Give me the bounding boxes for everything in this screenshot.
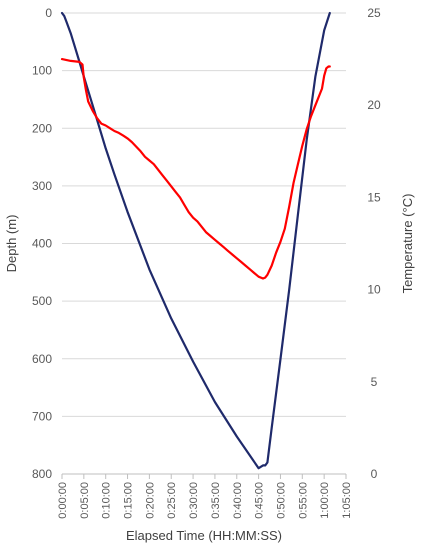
x-tick-label: 1:00:00 — [319, 482, 331, 519]
x-axis-title: Elapsed Time (HH:MM:SS) — [126, 528, 282, 543]
left-y-tick-label: 500 — [32, 294, 52, 308]
x-tick-label: 0:10:00 — [101, 482, 113, 519]
left-y-axis-title: Depth (m) — [4, 215, 19, 273]
x-tick-label: 0:05:00 — [79, 482, 91, 519]
x-tick-label: 0:50:00 — [275, 482, 287, 519]
right-y-tick-label: 5 — [371, 375, 378, 389]
grid — [62, 12, 346, 475]
x-tick-label: 0:00:00 — [57, 482, 69, 519]
right-y-tick-label: 15 — [367, 190, 381, 204]
right-y-tick-label: 0 — [371, 467, 378, 481]
left-y-tick-label: 200 — [32, 121, 52, 135]
axes — [61, 473, 347, 479]
left-y-tick-label: 600 — [32, 352, 52, 366]
x-tick-label: 0:40:00 — [232, 482, 244, 519]
x-tick-label: 0:15:00 — [123, 482, 135, 519]
x-tick-label: 0:30:00 — [188, 482, 200, 519]
left-y-tick-label: 700 — [32, 409, 52, 423]
x-tick-label: 1:05:00 — [341, 482, 353, 519]
depth-series-line — [60, 11, 331, 470]
right-y-tick-label: 10 — [367, 283, 381, 297]
right-y-tick-label: 20 — [367, 98, 381, 112]
x-tick-label: 0:45:00 — [254, 482, 266, 519]
left-y-tick-label: 300 — [32, 179, 52, 193]
left-y-tick-label: 100 — [32, 64, 52, 78]
x-tick-label: 0:55:00 — [297, 482, 309, 519]
series-lines — [60, 11, 331, 470]
left-y-tick-label: 0 — [45, 6, 52, 20]
right-y-axis-title: Temperature (°C) — [400, 194, 415, 294]
right-y-tick-label: 25 — [367, 6, 381, 20]
x-tick-label: 0:20:00 — [144, 482, 156, 519]
x-tick-label: 0:25:00 — [166, 482, 178, 519]
x-tick-label: 0:35:00 — [210, 482, 222, 519]
left-y-tick-label: 400 — [32, 237, 52, 251]
left-y-tick-label: 800 — [32, 467, 52, 481]
tick-labels: 0 100 200 300 400 500 600 700 800 0 5 10 15 20 25 0:00:… — [32, 6, 381, 519]
temperature-series-line — [60, 57, 331, 280]
